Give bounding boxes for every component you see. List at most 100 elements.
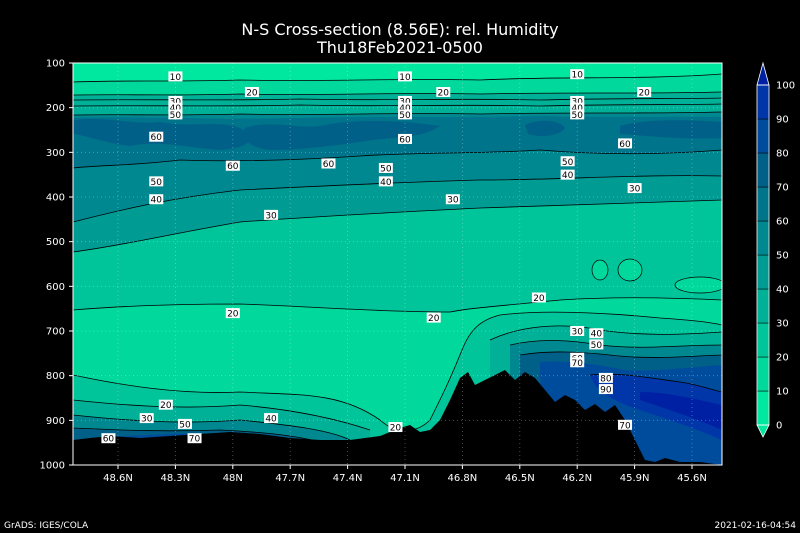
colorbar-segment xyxy=(756,186,770,222)
contour-30-c xyxy=(73,399,371,431)
contour-label-box xyxy=(225,308,240,319)
contour-30-b xyxy=(73,199,722,253)
contour-label: 60 xyxy=(619,140,631,150)
y-tick-label: 1000 xyxy=(40,461,65,472)
contour-label: 50 xyxy=(179,420,191,430)
contour-label-box xyxy=(398,71,412,82)
contour-20-b xyxy=(73,297,722,313)
contour-label-box xyxy=(168,102,183,113)
colorbar-segment xyxy=(756,118,770,154)
colorbar: 0 10 20 30 40 50 60 70 80 90 100 xyxy=(756,61,795,438)
contour-label: 40 xyxy=(151,196,163,206)
x-tick-label: 47.1N xyxy=(390,473,420,484)
contour-label: 50 xyxy=(571,111,583,121)
colorbar-segment xyxy=(756,254,770,290)
contour-60-c xyxy=(73,427,331,446)
contour-label: 30 xyxy=(170,97,182,107)
colorbar-segment xyxy=(756,220,770,256)
contour-label-box xyxy=(388,422,403,433)
contour-label-box xyxy=(139,413,154,424)
contour-label-box xyxy=(618,138,633,149)
contour-label: 60 xyxy=(103,435,115,445)
contour-label: 80 xyxy=(600,374,612,384)
contour-label: 30 xyxy=(141,415,153,425)
contour-label-box xyxy=(618,419,633,430)
contour-label-box xyxy=(560,156,575,167)
colorbar-segment xyxy=(756,390,770,426)
contour-label: 20 xyxy=(160,401,172,411)
contour-label-box xyxy=(570,109,585,120)
contour-label: 20 xyxy=(438,89,450,99)
contour-label-box xyxy=(149,194,164,205)
contour-label-box xyxy=(187,433,202,444)
colorbar-label: 80 xyxy=(776,149,789,160)
band-blob-1 xyxy=(591,259,609,281)
contour-label: 20 xyxy=(533,294,545,304)
contour-60-d xyxy=(519,351,722,358)
colorbar-frame xyxy=(756,84,770,426)
contour-label-box xyxy=(398,102,412,113)
contour-label-box xyxy=(570,326,585,336)
band-30-50 xyxy=(73,92,722,115)
contour-label: 20 xyxy=(638,89,650,99)
footer-right: 2021-02-16-04:54 xyxy=(715,521,797,531)
contour-label: 30 xyxy=(447,196,459,206)
contour-label: 40 xyxy=(591,330,603,340)
contour-label: 70 xyxy=(619,421,631,431)
contour-label-box xyxy=(264,413,279,424)
contour-label-box xyxy=(598,372,613,383)
contour-label: 50 xyxy=(170,111,182,121)
contour-label: 60 xyxy=(323,160,335,170)
y-tick-label: 800 xyxy=(46,371,65,382)
x-tick-label: 48N xyxy=(223,473,243,484)
contour-label: 50 xyxy=(562,158,574,168)
x-axis: 48.6N 48.3N 48N 47.7N 47.4N 47.1N 46.8N 46.5N 46… xyxy=(103,465,707,484)
contour-80-d xyxy=(589,373,722,393)
x-tick-label: 46.8N xyxy=(448,473,478,484)
y-axis: 100 200 300 400 500 600 700 800 900 1000 xyxy=(40,59,73,472)
contour-label: 50 xyxy=(151,178,163,188)
footer-left: GrADS: IGES/COLA xyxy=(4,521,89,531)
band-90-100-east xyxy=(640,392,722,430)
contour-label-box xyxy=(321,158,336,169)
x-tick-label: 45.9N xyxy=(620,473,650,484)
contour-label: 40 xyxy=(571,104,583,114)
contour-label: 40 xyxy=(265,415,277,425)
colorbar-label: 60 xyxy=(776,217,789,228)
colorbar-label: 70 xyxy=(776,183,789,194)
chart-title-line1: N-S Cross-section (8.56E): rel. Humidity xyxy=(241,20,558,39)
x-tick-label: 48.3N xyxy=(161,473,191,484)
contour-label-box xyxy=(445,194,460,205)
colorbar-label: 30 xyxy=(776,319,789,330)
contour-label: 20 xyxy=(428,314,440,324)
contour-label: 30 xyxy=(571,328,583,338)
y-tick-label: 300 xyxy=(46,148,65,159)
contour-label: 30 xyxy=(265,211,277,221)
contour-label-box xyxy=(149,131,164,142)
contour-label: 60 xyxy=(399,135,411,145)
contour-label-box xyxy=(436,87,451,98)
contour-label-box xyxy=(264,209,279,220)
contour-50-b xyxy=(73,149,722,169)
contour-label-box xyxy=(158,399,173,410)
contour-20 xyxy=(73,91,722,96)
contour-label-box xyxy=(570,357,585,368)
colorbar-label: 50 xyxy=(776,251,789,262)
contour-label: 40 xyxy=(399,104,411,114)
band-blob-2 xyxy=(617,258,643,282)
terrain-mask xyxy=(73,370,722,465)
colorbar-label: 20 xyxy=(776,353,789,364)
contour-label: 50 xyxy=(399,111,411,121)
plot-frame xyxy=(72,62,723,466)
colorbar-segment xyxy=(756,356,770,392)
contour-label-box xyxy=(589,328,604,339)
contour-label: 10 xyxy=(170,73,182,83)
y-tick-label: 600 xyxy=(46,282,65,293)
contour-20-c xyxy=(73,311,722,431)
contour-label-box xyxy=(168,71,183,82)
contour-label: 20 xyxy=(390,424,402,434)
contour-label: 10 xyxy=(399,73,411,83)
contour-50-c xyxy=(73,414,351,441)
y-tick-label: 900 xyxy=(46,416,65,427)
